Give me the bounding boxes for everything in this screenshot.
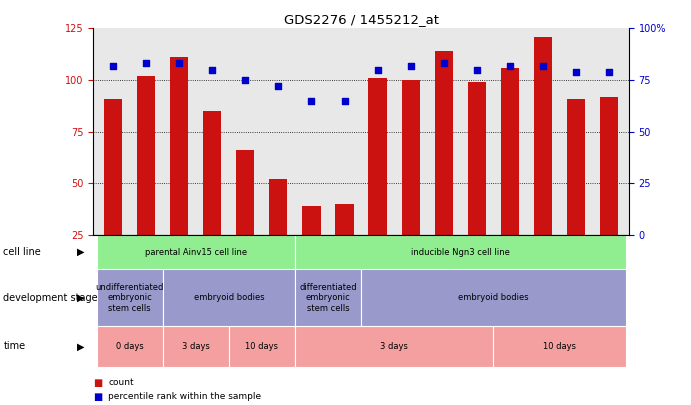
- Text: 10 days: 10 days: [543, 342, 576, 351]
- Bar: [236, 150, 254, 235]
- Text: 10 days: 10 days: [245, 342, 278, 351]
- Point: [173, 60, 184, 67]
- Point: [273, 83, 284, 90]
- Bar: [97, 269, 162, 326]
- Bar: [361, 269, 625, 326]
- Text: embryoid bodies: embryoid bodies: [193, 293, 264, 302]
- Text: embryoid bodies: embryoid bodies: [458, 293, 529, 302]
- Bar: [368, 78, 387, 235]
- Point: [471, 66, 482, 73]
- Point: [438, 60, 449, 67]
- Text: 3 days: 3 days: [380, 342, 408, 351]
- Bar: [170, 57, 189, 235]
- Text: ▶: ▶: [77, 341, 84, 351]
- Text: inducible Ngn3 cell line: inducible Ngn3 cell line: [410, 247, 510, 257]
- Bar: [97, 326, 162, 367]
- Point: [306, 98, 317, 104]
- Point: [141, 60, 152, 67]
- Text: ▶: ▶: [77, 247, 84, 257]
- Text: time: time: [3, 341, 26, 351]
- Bar: [493, 326, 625, 367]
- Bar: [435, 51, 453, 235]
- Point: [570, 68, 581, 75]
- Text: count: count: [108, 378, 134, 387]
- Text: undifferentiated
embryonic
stem cells: undifferentiated embryonic stem cells: [95, 283, 164, 313]
- Point: [603, 68, 614, 75]
- Bar: [295, 235, 625, 269]
- Bar: [600, 96, 618, 235]
- Bar: [335, 204, 354, 235]
- Bar: [468, 82, 486, 235]
- Text: parental Ainv15 cell line: parental Ainv15 cell line: [144, 247, 247, 257]
- Point: [372, 66, 383, 73]
- Bar: [533, 36, 552, 235]
- Bar: [162, 326, 229, 367]
- Point: [207, 66, 218, 73]
- Bar: [269, 179, 287, 235]
- Bar: [295, 326, 493, 367]
- Point: [504, 62, 515, 69]
- Text: 3 days: 3 days: [182, 342, 209, 351]
- Point: [339, 98, 350, 104]
- Point: [538, 62, 549, 69]
- Text: percentile rank within the sample: percentile rank within the sample: [108, 392, 262, 401]
- Title: GDS2276 / 1455212_at: GDS2276 / 1455212_at: [283, 13, 439, 26]
- Text: ▶: ▶: [77, 293, 84, 303]
- Point: [108, 62, 119, 69]
- Bar: [203, 111, 221, 235]
- Bar: [303, 206, 321, 235]
- Bar: [295, 269, 361, 326]
- Point: [240, 77, 251, 83]
- Bar: [162, 269, 295, 326]
- Text: development stage: development stage: [3, 293, 98, 303]
- Bar: [401, 80, 419, 235]
- Text: ■: ■: [93, 392, 102, 402]
- Bar: [137, 76, 155, 235]
- Bar: [97, 235, 295, 269]
- Bar: [104, 98, 122, 235]
- Bar: [229, 326, 295, 367]
- Text: 0 days: 0 days: [116, 342, 144, 351]
- Text: differentiated
embryonic
stem cells: differentiated embryonic stem cells: [299, 283, 357, 313]
- Bar: [567, 98, 585, 235]
- Text: ■: ■: [93, 378, 102, 388]
- Text: cell line: cell line: [3, 247, 41, 257]
- Point: [405, 62, 416, 69]
- Bar: [501, 68, 519, 235]
